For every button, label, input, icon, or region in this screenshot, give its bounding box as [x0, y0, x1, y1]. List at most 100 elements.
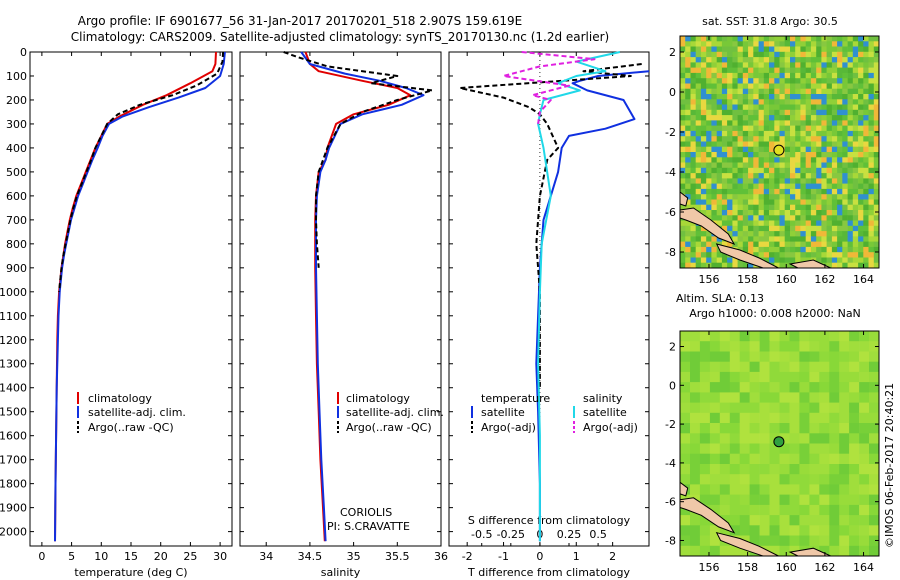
map-cell — [859, 484, 870, 495]
map-cell — [868, 120, 875, 127]
map-cell — [858, 99, 864, 105]
map-cell — [819, 504, 830, 516]
map-cell — [737, 262, 744, 269]
map-cell — [810, 152, 817, 158]
map-cell — [837, 57, 843, 63]
map-cell — [699, 412, 711, 424]
map-cell — [685, 162, 691, 169]
map-cell — [829, 382, 840, 393]
map-cell — [779, 199, 786, 206]
map-cell — [858, 194, 864, 200]
map-cell — [858, 188, 864, 195]
map-cell — [748, 152, 754, 158]
map-cell — [716, 210, 723, 216]
map-cell — [721, 136, 728, 142]
map-cell — [758, 194, 765, 200]
map-cell — [821, 167, 827, 174]
map-cell — [852, 252, 859, 258]
map-cell — [858, 152, 864, 158]
map-cell — [680, 94, 686, 100]
map-cell — [805, 67, 812, 74]
map-cell — [774, 157, 780, 163]
s-axis-label: S difference from climatology — [468, 514, 631, 527]
map-cell — [753, 241, 759, 248]
map-cell — [839, 412, 850, 424]
map-cell — [721, 41, 728, 47]
map-cell — [859, 331, 870, 342]
map-cell — [699, 484, 711, 495]
map-y-tick-label: -2 — [665, 418, 676, 431]
map-cell — [863, 104, 869, 111]
map-cell — [810, 130, 817, 137]
map-cell — [805, 220, 812, 227]
map-cell — [742, 41, 749, 47]
map-cell — [680, 443, 691, 455]
map-cell — [680, 341, 691, 352]
map-cell — [863, 72, 869, 79]
map-cell — [695, 146, 702, 153]
map-cell — [742, 204, 749, 211]
map-cell — [748, 194, 754, 200]
map-cell — [837, 236, 843, 243]
map-cell — [711, 104, 717, 111]
map-cell — [799, 382, 810, 393]
map-cell — [737, 109, 744, 116]
map-cell — [790, 257, 796, 264]
map-cell — [799, 525, 810, 536]
x-tick-label: 34 — [259, 550, 273, 563]
map-cell — [769, 36, 775, 42]
map-cell — [873, 83, 880, 90]
map-cell — [748, 225, 754, 232]
map-cell — [737, 157, 744, 163]
map-cell — [842, 236, 848, 243]
map-cell — [847, 162, 854, 169]
map-cell — [680, 225, 686, 232]
map-cell — [810, 136, 817, 142]
map-cell — [829, 331, 840, 342]
map-cell — [779, 46, 786, 53]
map-cell — [819, 371, 830, 383]
x-tick-label: 0 — [38, 550, 45, 563]
map-cell — [769, 136, 775, 142]
map-cell — [716, 57, 723, 63]
map-cell — [859, 412, 870, 424]
map-cell — [868, 83, 875, 90]
map-cell — [809, 392, 820, 403]
map-cell — [816, 231, 822, 237]
map-cell — [799, 453, 810, 465]
map-cell — [727, 99, 733, 105]
map-cell — [868, 36, 875, 42]
map-cell — [685, 78, 691, 84]
map-cell — [819, 545, 830, 557]
map-cell — [695, 231, 702, 237]
map-cell — [749, 515, 760, 526]
map-cell — [784, 99, 791, 105]
map-cell — [753, 204, 759, 211]
map-cell — [799, 464, 810, 475]
map-cell — [816, 51, 822, 58]
map-cell — [759, 423, 770, 434]
map-cell — [763, 167, 770, 174]
axes-box — [239, 51, 442, 547]
map-cell — [839, 402, 850, 414]
map-cell — [711, 210, 717, 216]
map-cell — [711, 173, 717, 179]
map-cell — [868, 210, 875, 216]
map-cell — [742, 88, 749, 95]
map-cell — [795, 67, 801, 74]
map-cell — [858, 67, 864, 74]
map-cell — [805, 94, 812, 100]
map-cell — [795, 152, 801, 158]
map-cell — [779, 236, 786, 243]
map-cell — [758, 125, 765, 132]
map-cell — [721, 199, 728, 206]
map-cell — [847, 210, 854, 216]
map-cell — [863, 109, 869, 116]
map-cell — [859, 361, 870, 373]
x-axis-label: T difference from climatology — [467, 566, 630, 579]
map-cell — [739, 331, 750, 342]
map-cell — [789, 341, 800, 352]
map-cell — [753, 246, 759, 253]
map-x-tick-label: 162 — [814, 561, 835, 574]
